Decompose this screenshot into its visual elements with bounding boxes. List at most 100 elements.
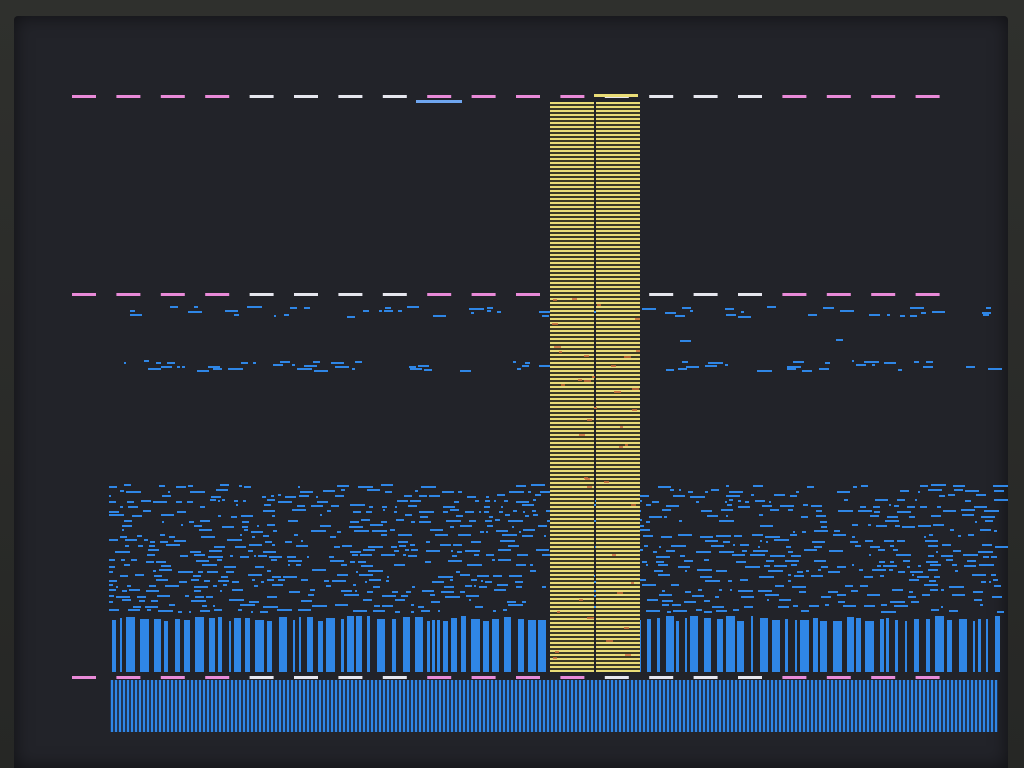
column-artifact bbox=[579, 599, 583, 601]
stripe-line bbox=[550, 218, 594, 220]
stripe-line bbox=[596, 358, 640, 360]
glyph-fragment bbox=[109, 566, 115, 568]
glyph-fragment bbox=[126, 491, 141, 493]
comb-tooth bbox=[595, 680, 597, 732]
glyph-fragment bbox=[719, 520, 734, 522]
comb-tooth bbox=[883, 680, 885, 732]
glyph-fragment bbox=[666, 369, 674, 371]
dash-marker bbox=[915, 95, 940, 98]
glyph-fragment bbox=[646, 610, 660, 612]
stripe-line bbox=[596, 250, 640, 252]
glyph-fragment bbox=[593, 311, 597, 313]
glyph-fragment bbox=[965, 490, 979, 492]
glyph-fragment bbox=[915, 499, 917, 501]
glyph-fragment bbox=[443, 506, 455, 508]
glyph-fragment bbox=[160, 541, 168, 543]
stripe-line bbox=[596, 606, 640, 608]
glyph-fragment bbox=[442, 491, 454, 493]
glyph-fragment bbox=[519, 531, 521, 533]
glyph-fragment bbox=[719, 551, 734, 553]
glyph-fragment bbox=[294, 534, 298, 536]
comb-tooth bbox=[855, 680, 857, 732]
column-artifact bbox=[597, 304, 601, 306]
comb-tooth bbox=[815, 680, 817, 732]
glyph-fragment bbox=[885, 520, 899, 522]
glyph-fragment bbox=[864, 361, 879, 363]
glyph-fragment bbox=[132, 515, 142, 517]
glyph-fragment bbox=[299, 495, 309, 497]
comb-tooth bbox=[399, 680, 401, 732]
stripe-line bbox=[596, 654, 640, 656]
glyph-fragment bbox=[263, 606, 278, 608]
comb-tooth bbox=[571, 680, 573, 732]
glyph-fragment bbox=[879, 561, 885, 563]
glyph-fragment bbox=[382, 506, 387, 508]
glyph-fragment bbox=[285, 541, 292, 543]
glyph-fragment bbox=[190, 491, 205, 493]
glyph-fragment bbox=[349, 526, 363, 528]
vertical-bar bbox=[880, 619, 884, 672]
glyph-fragment bbox=[194, 586, 208, 588]
comb-tooth bbox=[563, 680, 565, 732]
glyph-fragment bbox=[941, 589, 944, 591]
glyph-fragment bbox=[120, 575, 128, 577]
glyph-fragment bbox=[240, 534, 242, 536]
stripe-line bbox=[596, 662, 640, 664]
glyph-fragment bbox=[139, 600, 145, 602]
glyph-fragment bbox=[390, 529, 395, 531]
dash-marker bbox=[338, 676, 363, 679]
glyph-fragment bbox=[878, 549, 885, 551]
glyph-fragment bbox=[918, 491, 920, 493]
stripe-line bbox=[550, 242, 594, 244]
glyph-fragment bbox=[894, 605, 908, 607]
comb-tooth bbox=[235, 680, 237, 732]
glyph-fragment bbox=[661, 536, 672, 538]
stripe-line bbox=[596, 522, 640, 524]
comb-tooth bbox=[523, 680, 525, 732]
comb-tooth bbox=[187, 680, 189, 732]
glyph-fragment bbox=[961, 509, 975, 511]
glyph-fragment bbox=[109, 539, 118, 541]
glyph-fragment bbox=[690, 496, 705, 498]
glyph-fragment bbox=[983, 556, 989, 558]
column-artifact bbox=[579, 434, 585, 436]
glyph-fragment bbox=[974, 506, 987, 508]
glyph-fragment bbox=[932, 311, 945, 313]
glyph-fragment bbox=[360, 554, 372, 556]
stripe-line bbox=[596, 506, 640, 508]
dash-marker bbox=[205, 676, 230, 679]
stripe-line bbox=[550, 494, 594, 496]
comb-tooth bbox=[675, 680, 677, 732]
glyph-fragment bbox=[317, 501, 328, 503]
comb-tooth bbox=[667, 680, 669, 732]
vertical-bar bbox=[751, 616, 753, 672]
stripe-line bbox=[596, 166, 640, 168]
glyph-fragment bbox=[465, 511, 474, 513]
glyph-fragment bbox=[895, 525, 900, 527]
glyph-fragment bbox=[922, 594, 930, 596]
glyph-fragment bbox=[679, 489, 681, 491]
stripe-line bbox=[550, 570, 594, 572]
stripe-line bbox=[596, 478, 640, 480]
glyph-fragment bbox=[109, 514, 124, 516]
stripe-line bbox=[550, 358, 594, 360]
comb-tooth bbox=[687, 680, 689, 732]
glyph-fragment bbox=[671, 545, 686, 547]
comb-tooth bbox=[223, 680, 225, 732]
glyph-fragment bbox=[486, 554, 494, 556]
stripe-line bbox=[550, 318, 594, 320]
stripe-line bbox=[596, 562, 640, 564]
glyph-fragment bbox=[213, 368, 222, 370]
glyph-fragment bbox=[889, 569, 893, 571]
glyph-fragment bbox=[642, 308, 656, 310]
glyph-fragment bbox=[198, 571, 203, 573]
glyph-fragment bbox=[130, 314, 142, 316]
glyph-fragment bbox=[926, 561, 938, 563]
glyph-fragment bbox=[153, 501, 167, 503]
glyph-fragment bbox=[122, 599, 131, 601]
stripe-line bbox=[596, 170, 640, 172]
glyph-fragment bbox=[874, 511, 880, 513]
stripe-line bbox=[550, 134, 594, 136]
glyph-fragment bbox=[301, 579, 308, 581]
glyph-fragment bbox=[194, 306, 198, 308]
